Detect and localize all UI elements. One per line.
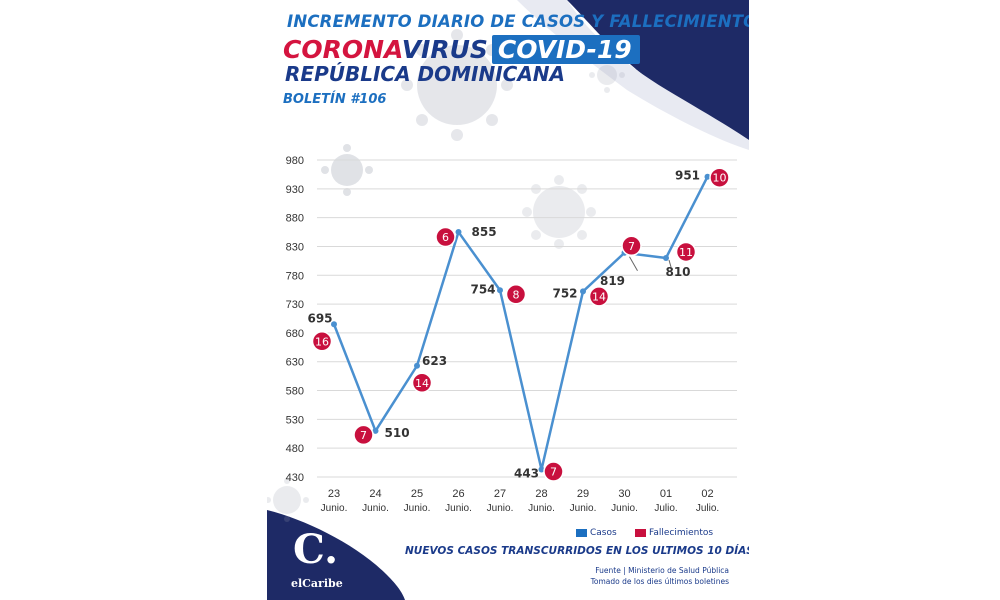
virus-decoration-small-4	[267, 478, 309, 522]
data-label-casos: 623	[422, 354, 447, 368]
deaths-badge-value: 7	[628, 240, 635, 253]
series-line-casos	[332, 176, 709, 471]
x-tick-day: 25	[411, 488, 423, 500]
legend-fallecimientos: Fallecimientos	[635, 528, 713, 538]
footer-title: NUEVOS CASOS TRANSCURRIDOS EN LOS ULTIMO…	[405, 545, 749, 557]
data-point-casos	[704, 173, 711, 180]
header-covid: COVID-19	[491, 35, 640, 64]
data-point-casos	[663, 254, 669, 261]
x-tick-day: 29	[577, 488, 589, 500]
legend-casos: Casos	[576, 528, 617, 538]
x-tick-day: 01	[660, 488, 672, 500]
x-tick-month: Junio.	[404, 503, 431, 514]
deaths-badge-value: 14	[415, 377, 429, 390]
leader-line	[668, 259, 672, 268]
x-tick-day: 23	[328, 488, 340, 500]
data-label-casos: 695	[307, 311, 332, 325]
data-point-casos	[455, 229, 462, 236]
x-tick-month: Junio.	[570, 503, 597, 514]
x-tick-month: Julio.	[696, 503, 719, 514]
y-tick-label: 980	[286, 155, 304, 167]
data-label-casos: 819	[600, 274, 625, 288]
y-tick-label: 680	[286, 328, 304, 340]
line-chart: 98093088083078073068063058053048043023Ju…	[286, 155, 737, 514]
deaths-badge-value: 8	[513, 288, 520, 301]
deaths-badge-value: 7	[550, 466, 557, 479]
x-tick-day: 27	[494, 488, 506, 500]
legend-fallecimientos-swatch	[635, 529, 646, 537]
deaths-badge	[588, 286, 610, 307]
header-corona: CORONA	[283, 35, 402, 64]
source-line-1: Fuente | Ministerio de Salud Pública	[595, 566, 729, 575]
deaths-badge-value: 11	[679, 246, 693, 259]
deaths-badge	[543, 461, 564, 482]
data-point-casos	[497, 287, 503, 294]
data-label-casos: 951	[675, 169, 700, 183]
data-label-casos: 754	[470, 282, 495, 296]
legend-casos-label: Casos	[590, 528, 617, 538]
y-tick-label: 880	[286, 213, 304, 225]
y-tick-label: 830	[286, 241, 304, 253]
y-tick-label: 730	[286, 299, 304, 311]
deaths-badge-value: 10	[713, 172, 727, 185]
logo-text: elCaribe	[291, 577, 343, 590]
x-tick-day: 26	[452, 488, 464, 500]
poster: INCREMENTO DIARIO DE CASOS Y FALLECIMIEN…	[267, 0, 749, 600]
y-tick-label: 530	[286, 414, 304, 426]
x-tick-month: Junio.	[362, 503, 389, 514]
x-tick-day: 02	[701, 488, 713, 500]
data-label-casos: 443	[514, 467, 539, 481]
data-point-casos	[331, 321, 337, 328]
y-tick-label: 580	[286, 386, 304, 398]
data-label-casos: 810	[665, 265, 690, 279]
data-point-casos	[372, 427, 379, 434]
data-point-casos	[580, 288, 586, 295]
header-virus: VIRUS	[401, 35, 488, 64]
deaths-badge	[353, 424, 374, 446]
x-tick-month: Julio.	[654, 503, 677, 514]
deaths-badge	[435, 226, 456, 248]
data-label-casos: 510	[385, 426, 410, 440]
virus-decoration-small-1	[321, 144, 373, 196]
x-tick-month: Junio.	[487, 503, 514, 514]
x-tick-month: Junio.	[321, 503, 348, 514]
y-tick-label: 780	[286, 270, 304, 282]
x-tick-month: Junio.	[528, 503, 555, 514]
header-line1: INCREMENTO DIARIO DE CASOS Y FALLECIMIEN…	[287, 12, 749, 31]
virus-decoration-small-2	[522, 175, 596, 249]
logo-mark: C.	[293, 526, 339, 573]
deaths-badge-value: 6	[442, 231, 449, 244]
deaths-badge	[505, 284, 527, 305]
deaths-badge	[411, 372, 433, 394]
deaths-badge-value: 14	[592, 290, 606, 303]
legend-casos-swatch	[576, 529, 587, 537]
leader-line	[629, 256, 638, 272]
deaths-badge	[621, 235, 642, 257]
x-tick-month: Junio.	[611, 503, 638, 514]
y-tick-label: 430	[286, 472, 304, 484]
source-line-2: Tomado de los dies últimos boletines	[590, 577, 729, 586]
deaths-badge	[311, 331, 333, 352]
deaths-badge	[675, 241, 697, 263]
x-tick-month: Junio.	[445, 503, 472, 514]
data-point-casos	[538, 466, 545, 473]
x-tick-day: 28	[535, 488, 547, 500]
deaths-badge-value: 16	[315, 335, 329, 348]
x-tick-day: 24	[369, 488, 381, 500]
deaths-badge-value: 7	[360, 429, 367, 442]
y-tick-label: 630	[286, 357, 304, 369]
header-country: REPÚBLICA DOMINICANA	[285, 62, 566, 86]
data-point-casos	[414, 362, 420, 369]
header-bulletin: BOLETÍN #106	[283, 92, 387, 107]
data-label-casos: 855	[472, 225, 497, 239]
legend-fallecimientos-label: Fallecimientos	[649, 528, 714, 538]
header-virus-title: CORONAVIRUS COVID-19	[283, 35, 640, 64]
x-tick-day: 30	[618, 488, 630, 500]
y-tick-label: 930	[286, 184, 304, 196]
bottom-left-wave	[267, 510, 405, 600]
deaths-badge	[709, 167, 730, 188]
y-tick-label: 480	[286, 443, 304, 455]
data-label-casos: 752	[552, 286, 577, 300]
